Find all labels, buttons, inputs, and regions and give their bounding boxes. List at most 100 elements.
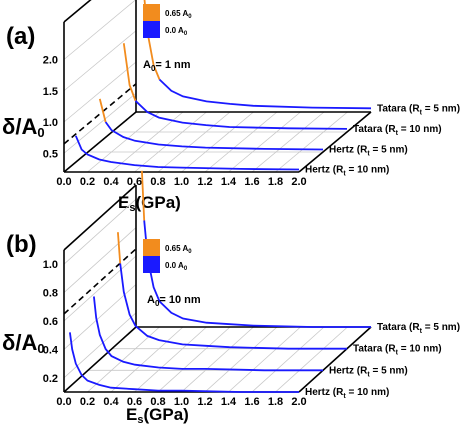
series-label-rest: = 10 nm) — [346, 165, 390, 176]
series-label-sub: t — [367, 151, 370, 158]
amplitude-annotation-sub: 0 — [155, 299, 160, 308]
x-tick-label: 1.6 — [244, 396, 259, 408]
x-tick-label: 1.4 — [221, 396, 237, 408]
y-axis-label: δ/A0 — [2, 114, 45, 140]
series-line-high — [122, 43, 137, 102]
floor-gridline — [204, 111, 278, 173]
x-tick-label: 0.6 — [127, 396, 142, 408]
threshold-line — [63, 83, 137, 145]
floor-gridline — [181, 326, 254, 393]
series-label: Hertz (Rt = 5 nm) — [329, 365, 408, 378]
series-label-rest: = 5 nm) — [370, 145, 408, 156]
y-axis-label-sub: 0 — [37, 341, 44, 356]
panel-a: 0.0 0.2 0.4 0.6 0.8 1.0 1.2 1.4 1.6 1.8 2.0 0.5 1.0 1… — [2, 0, 460, 214]
series-label: Hertz (Rt = 10 nm) — [305, 387, 389, 400]
y-axis-label: δ/A0 — [2, 330, 45, 356]
y-tick-label: 0.2 — [43, 373, 58, 385]
amplitude-annotation: A0= 10 nm — [147, 294, 201, 308]
legend-swatch — [143, 256, 160, 273]
x-tick-label: 0.8 — [150, 176, 165, 188]
floor-gridline — [134, 111, 207, 173]
x-axis-label-sub: s — [129, 202, 135, 214]
series-label-rest: = 5 nm) — [422, 103, 460, 114]
legend-label: 0.0 A0 — [165, 26, 188, 37]
legend-swatch — [143, 21, 160, 38]
x-tick-label: 0.0 — [56, 396, 71, 408]
series-line — [119, 263, 347, 350]
x-tick-label: 2.0 — [291, 176, 306, 188]
legend-label: 0.65 A0 — [165, 244, 192, 255]
series-label-sub: t — [420, 109, 423, 116]
y-tick-label: 0.4 — [43, 344, 59, 356]
panel-label: (a) — [6, 23, 35, 50]
x-tick-label: 0.4 — [103, 396, 119, 408]
series-label-main: Hertz (R — [305, 165, 344, 176]
y-tick-label: 2.0 — [43, 55, 58, 67]
legend-label-main: 0.65 A — [165, 244, 188, 253]
y-tick-label: 1.0 — [43, 117, 58, 129]
legend-label: 0.0 A0 — [165, 261, 188, 272]
series-label-sub: t — [343, 171, 346, 178]
x-tick-label: 2.0 — [291, 396, 306, 408]
y-tick-label: 0.6 — [43, 316, 58, 328]
y-tick-label: 1.5 — [43, 86, 58, 98]
amplitude-annotation: A0= 1 nm — [143, 59, 191, 73]
legend-label-sub: 0 — [184, 266, 188, 272]
floor-gridline — [204, 326, 278, 393]
legend-label-sub: 0 — [188, 249, 192, 255]
series-line-high — [117, 232, 122, 264]
x-tick-label: 1.4 — [221, 176, 237, 188]
series-label: Tatara (Rt = 10 nm) — [353, 344, 442, 357]
wall-gridline — [63, 198, 137, 265]
legend-swatch — [143, 239, 160, 256]
x-tick-label: 0.2 — [80, 176, 95, 188]
right-depth-edge — [298, 326, 372, 393]
wall-gridline — [63, 227, 137, 293]
series-label-main: Hertz (R — [329, 365, 368, 376]
x-axis-label: Es(GPa) — [126, 405, 189, 426]
x-axis-label: Es(GPa) — [118, 193, 181, 214]
depth-axis — [63, 111, 137, 173]
series-label-main: Tatara (R — [377, 103, 420, 114]
series-label: Tatara (Rt = 5 nm) — [377, 322, 460, 335]
x-tick-label: 1.0 — [174, 176, 189, 188]
wall-gridline — [63, 30, 137, 92]
series-line — [143, 220, 371, 328]
panel-label: (b) — [6, 231, 37, 258]
x-tick-label: 1.2 — [197, 176, 212, 188]
series-label-main: Tatara (R — [353, 124, 396, 135]
series-label: Tatara (Rt = 10 nm) — [353, 124, 442, 137]
y-tick-label: 0.5 — [43, 148, 58, 160]
amplitude-annotation-main: A — [143, 59, 151, 71]
wall-gridline — [63, 312, 137, 379]
series-line-high — [98, 98, 107, 123]
series-line — [104, 121, 324, 151]
series-label: Hertz (Rt = 10 nm) — [305, 165, 389, 178]
wall-gridline — [63, 92, 137, 154]
x-tick-label: 0.6 — [127, 176, 142, 188]
top-depth-edge — [63, 184, 137, 251]
amplitude-annotation-sub: 0 — [151, 64, 156, 73]
x-tick-label: 0.8 — [150, 396, 165, 408]
x-tick-label: 1.0 — [174, 396, 189, 408]
y-axis-label-sub: 0 — [37, 125, 44, 140]
legend-label-sub: 0 — [188, 14, 192, 20]
threshold-line — [63, 248, 137, 315]
series-label-main: Tatara (R — [353, 344, 396, 355]
series-label-sub: t — [367, 371, 370, 378]
wall-gridline — [63, 0, 137, 60]
wall-gridline — [63, 61, 137, 123]
x-axis-label-rest: (GPa) — [135, 193, 180, 212]
series-label-rest: = 10 nm) — [398, 124, 442, 135]
y-axis-label-main: δ/A — [2, 114, 37, 139]
series-label-rest: = 5 nm) — [370, 365, 408, 376]
floor-gridline — [251, 111, 325, 173]
floor-gridline — [181, 111, 254, 173]
right-depth-edge — [298, 111, 372, 173]
x-tick-label: 1.8 — [268, 176, 283, 188]
series-label-rest: = 10 nm) — [346, 387, 390, 398]
series-line — [74, 135, 300, 171]
floor-gridline — [275, 111, 348, 173]
floor-gridline — [157, 326, 231, 393]
